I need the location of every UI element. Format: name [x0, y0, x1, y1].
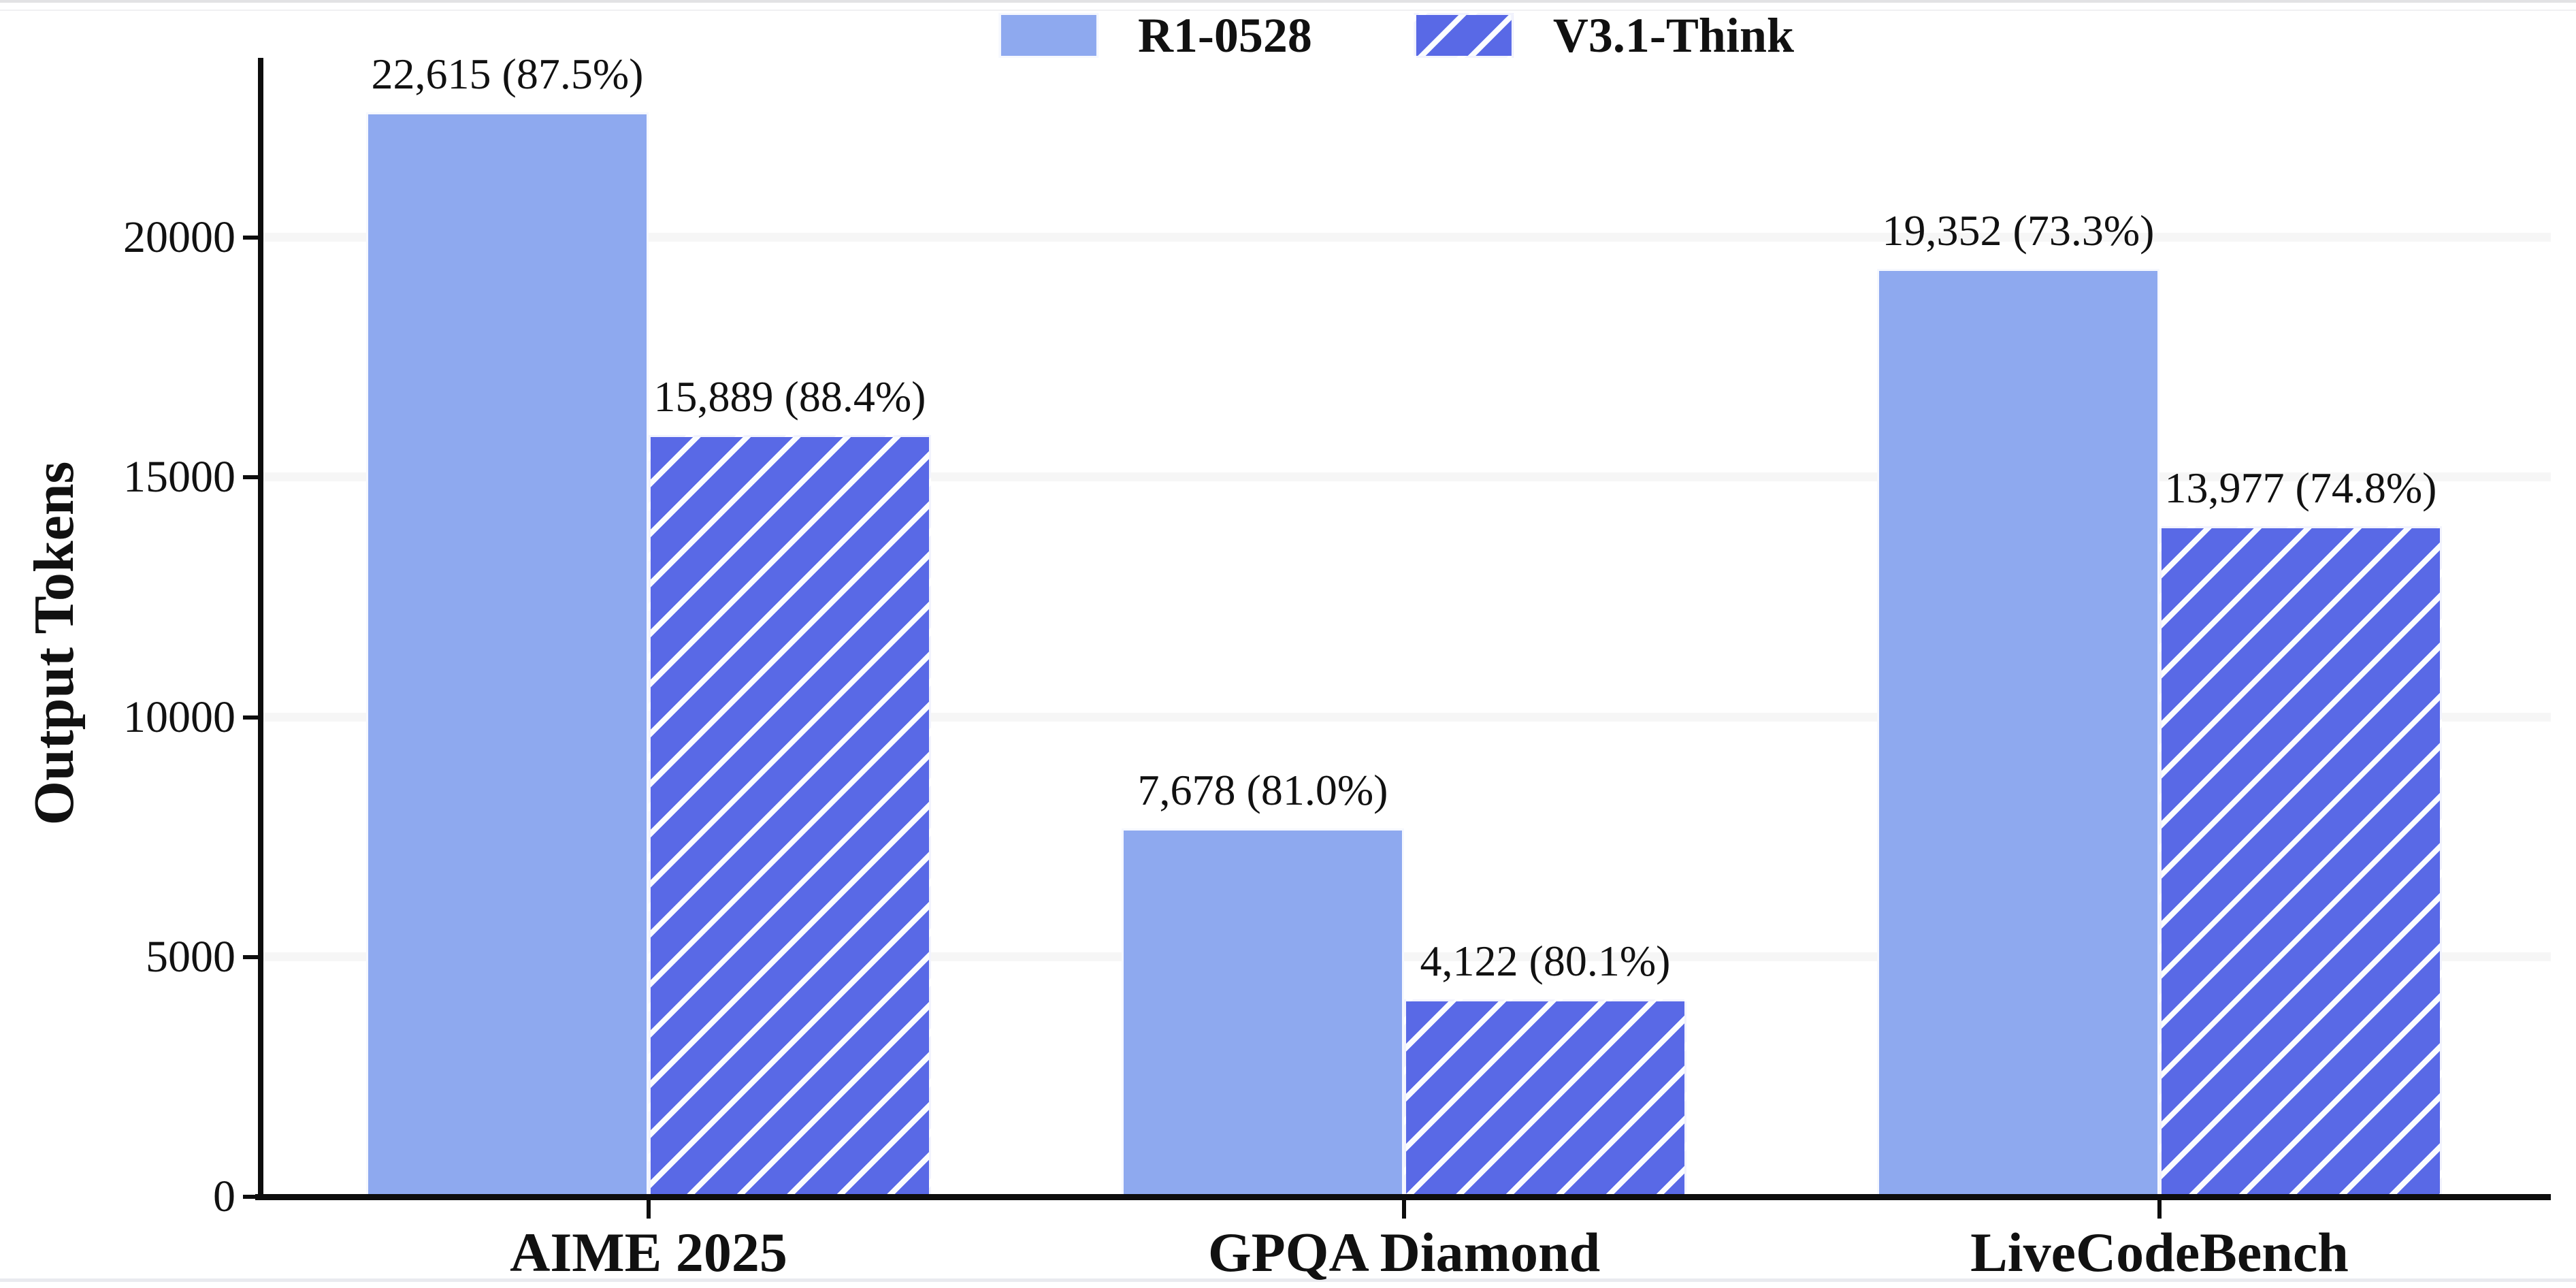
x-tick-AIME 2025 [647, 1200, 651, 1219]
value-label-V3.1-Think-AIME 2025: 15,889 (88.4%) [653, 372, 926, 421]
x-tick-LiveCodeBench [2157, 1200, 2162, 1219]
y-tick-label-10000: 10000 [123, 692, 235, 742]
value-label-R1-0528-AIME 2025: 22,615 (87.5%) [371, 50, 644, 98]
gridline-20000 [261, 233, 2551, 242]
y-tick-0 [243, 1195, 258, 1199]
legend-item-v31-think: V3.1-Think [1414, 11, 1794, 60]
y-tick-label-20000: 20000 [123, 212, 235, 263]
x-tick-label-GPQA Diamond: GPQA Diamond [1207, 1221, 1601, 1283]
bar-R1-0528-GPQA Diamond [1122, 828, 1404, 1197]
y-tick-15000 [243, 475, 258, 480]
value-label-R1-0528-LiveCodeBench: 19,352 (73.3%) [1882, 206, 2155, 255]
page-top-border [0, 0, 2576, 3]
x-tick-label-AIME 2025: AIME 2025 [510, 1221, 787, 1283]
y-tick-label-5000: 5000 [146, 931, 235, 982]
x-tick-GPQA Diamond [1402, 1200, 1406, 1219]
value-label-V3.1-Think-LiveCodeBench: 13,977 (74.8%) [2164, 464, 2437, 512]
y-axis-spine [258, 58, 263, 1200]
x-tick-label-LiveCodeBench: LiveCodeBench [1970, 1221, 2349, 1283]
legend-swatch-solid [998, 13, 1098, 58]
legend-label-v31-think: V3.1-Think [1552, 8, 1795, 63]
bar-R1-0528-AIME 2025 [366, 112, 649, 1197]
bar-V3.1-Think-GPQA Diamond [1404, 999, 1686, 1197]
y-axis-title: Output Tokens [22, 461, 86, 826]
y-tick-20000 [243, 236, 258, 240]
page-top-border-secondary [0, 10, 2576, 11]
y-tick-5000 [243, 954, 258, 959]
legend-label-r1-0528: R1-0528 [1137, 8, 1312, 63]
x-axis-spine [255, 1194, 2551, 1200]
y-tick-label-15000: 15000 [123, 452, 235, 502]
legend: R1-0528 V3.1-Think [998, 8, 1794, 63]
legend-item-r1-0528: R1-0528 [998, 8, 1312, 63]
plot-area: 22,615 (87.5%) 7,678 (81.0%) 19,352 (73.3%… [243, 50, 2551, 1219]
y-tick-10000 [243, 715, 258, 720]
bar-V3.1-Think-AIME 2025 [649, 435, 931, 1197]
y-tick-label-0: 0 [213, 1172, 235, 1221]
bar-V3.1-Think-LiveCodeBench [2159, 526, 2442, 1197]
bar-R1-0528-LiveCodeBench [1877, 269, 2159, 1197]
legend-swatch-hatched [1414, 13, 1514, 58]
value-label-R1-0528-GPQA Diamond: 7,678 (81.0%) [1137, 766, 1388, 814]
value-label-V3.1-Think-GPQA Diamond: 4,122 (80.1%) [1420, 937, 1671, 985]
page-bottom-border [0, 1278, 2576, 1282]
